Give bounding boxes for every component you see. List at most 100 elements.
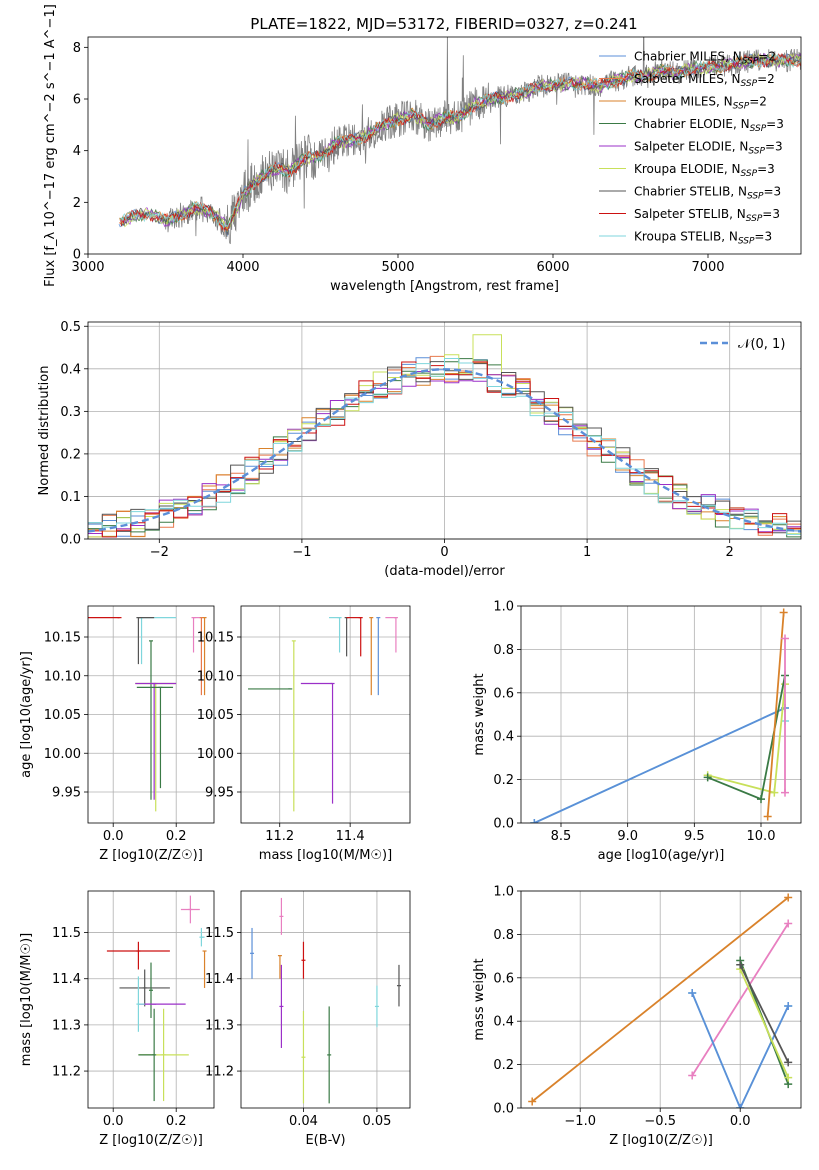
grid-residuals — [88, 322, 801, 540]
y-tick-label: 0.4 — [493, 730, 514, 745]
x-tick-label: 0.2 — [166, 1114, 187, 1129]
x-tick-label: 4000 — [226, 260, 259, 275]
y-tick-label: 0.8 — [493, 643, 514, 658]
x-axis-label: Z [log10(Z/Z☉)] — [99, 1133, 203, 1148]
plot-area-residuals — [88, 334, 801, 538]
y-tick-label: 11.2 — [52, 1065, 81, 1080]
weight-marker — [784, 1058, 793, 1067]
y-tick-label: 10.10 — [197, 669, 234, 684]
legend-label: Salpeter STELIB, NSSP=3 — [634, 207, 780, 224]
x-tick-label: 6000 — [536, 260, 569, 275]
x-tick-label: −2 — [150, 545, 169, 560]
x-axis-label: E(B-V) — [305, 1133, 345, 1148]
axes-mass-vs-EBV: 0.04 0.05 11.2 11.3 11.4 11.5 E(B-V) — [205, 890, 411, 1148]
y-tick-label: 0.3 — [60, 405, 81, 420]
residual-histogram — [88, 358, 801, 535]
x-tick-label: 0 — [440, 545, 448, 560]
weight-marker — [784, 893, 793, 902]
axes-weight-vs-age: 8.5 9.0 9.5 10.0 0.0 0.2 0.4 0.6 0.8 1.0 age [log1… — [472, 600, 802, 863]
weight-marker — [784, 919, 793, 928]
legend-label: Kroupa ELODIE, NSSP=3 — [634, 162, 775, 179]
y-tick-label: 0.6 — [493, 971, 514, 986]
axes-spectrum: 3000 4000 5000 6000 7000 0 2 4 6 8 wavelength [Ang… — [43, 4, 802, 294]
axes-frame — [87, 36, 802, 255]
plot-area-age-vs-mass — [248, 617, 398, 812]
legend-label: Chabrier MILES, NSSP=2 — [634, 50, 776, 67]
weight-series-line — [739, 964, 790, 1063]
x-axis-label: Z [log10(Z/Z☉)] — [609, 1133, 713, 1148]
y-tick-label: 10.05 — [44, 708, 81, 723]
weight-marker — [784, 1002, 793, 1011]
plot-area-weight-vs-Z — [528, 893, 793, 1108]
y-tick-label: 1.0 — [493, 600, 514, 615]
x-tick-label: 7000 — [691, 260, 724, 275]
axes-frame — [520, 605, 802, 824]
plot-area-mass-vs-Z — [106, 895, 207, 1102]
weight-marker — [688, 988, 697, 997]
y-tick-label: 11.4 — [205, 972, 234, 987]
y-tick-label: 1.0 — [493, 885, 514, 900]
y-axis-label: age [log10(age/yr)] — [19, 651, 34, 778]
normal-curve — [88, 368, 801, 533]
y-tick-label: 10.15 — [44, 631, 81, 646]
weight-marker — [781, 788, 789, 797]
grid-age-vs-mass — [241, 606, 410, 823]
y-tick-label: 11.3 — [52, 1018, 81, 1033]
y-tick-label: 11.3 — [205, 1018, 234, 1033]
x-axis-label: wavelength [Angstrom, rest frame] — [330, 279, 559, 294]
axes-age-vs-mass: 11.2 11.4 9.95 10.00 10.05 10.10 10.15 mass [lo… — [197, 605, 411, 863]
y-tick-label: 6 — [73, 93, 81, 108]
legend-label: Kroupa STELIB, NSSP=3 — [634, 230, 772, 247]
y-axis-label: mass weight — [472, 958, 487, 1040]
weight-series-line — [766, 612, 785, 817]
weight-marker — [784, 1073, 793, 1082]
weight-marker — [781, 634, 789, 643]
weight-marker — [763, 812, 772, 821]
y-tick-label: 11.5 — [52, 926, 81, 941]
axes-mass-vs-Z: 0.0 0.2 11.2 11.3 11.4 11.5 Z [log10(Z/Z☉)] mas… — [19, 890, 215, 1148]
y-tick-label: 0.4 — [60, 362, 81, 377]
residual-histogram — [88, 371, 801, 538]
y-tick-label: 11.5 — [205, 926, 234, 941]
weight-series-line — [739, 968, 790, 1078]
legend-label: 𝒩(0, 1) — [738, 337, 785, 352]
x-axis-label: (data-model)/error — [384, 564, 505, 579]
legend-label: Kroupa MILES, NSSP=2 — [634, 95, 767, 112]
x-tick-label: 9.0 — [617, 829, 638, 844]
y-tick-label: 2 — [73, 196, 81, 211]
x-tick-label: −0.5 — [644, 1114, 676, 1129]
x-tick-label: 0.0 — [103, 1114, 124, 1129]
x-axis-label: age [log10(age/yr)] — [598, 848, 725, 863]
plots-layer: 3000 4000 5000 6000 7000 0 2 4 6 8 wavelength [Ang… — [19, 4, 802, 1148]
x-tick-label: 5000 — [381, 260, 414, 275]
y-tick-label: 9.95 — [205, 786, 234, 801]
y-tick-label: 0.6 — [493, 686, 514, 701]
weight-marker — [779, 608, 788, 617]
y-tick-label: 0.0 — [493, 1102, 514, 1117]
axes-weight-vs-Z: −1.0 −0.5 0.0 0.0 0.2 0.4 0.6 0.8 1.0 Z [log10(Z/… — [472, 885, 802, 1148]
weight-marker — [736, 960, 745, 969]
y-tick-label: 4 — [73, 144, 81, 159]
legend-label: Chabrier STELIB, NSSP=3 — [634, 185, 781, 202]
weight-series-line — [691, 923, 789, 1076]
plot-area-spectrum — [118, 37, 801, 245]
axes-frame — [87, 605, 215, 824]
y-tick-label: 0 — [73, 248, 81, 263]
axes-frame — [240, 890, 411, 1109]
x-tick-label: 11.4 — [336, 829, 365, 844]
axes-residuals: −2 −1 0 1 2 0.0 0.1 0.2 0.3 0.4 0.5 (data-model)/er… — [37, 320, 802, 579]
legend: Chabrier MILES, NSSP=2 Salpeter MILES, NS… — [599, 50, 784, 247]
x-tick-label: 2 — [726, 545, 734, 560]
x-tick-label: 10.0 — [747, 829, 776, 844]
y-tick-label: 10.00 — [44, 747, 81, 762]
y-tick-label: 10.15 — [197, 631, 234, 646]
weight-marker — [530, 819, 539, 823]
axes-frame — [87, 321, 802, 540]
weight-marker — [736, 1104, 745, 1108]
axes-frame — [87, 890, 215, 1109]
legend-label: Chabrier ELODIE, NSSP=3 — [634, 117, 784, 134]
y-tick-label: 0.2 — [60, 447, 81, 462]
weight-series-line — [531, 896, 789, 1103]
y-axis-label: mass [log10(M/M☉)] — [19, 933, 34, 1066]
